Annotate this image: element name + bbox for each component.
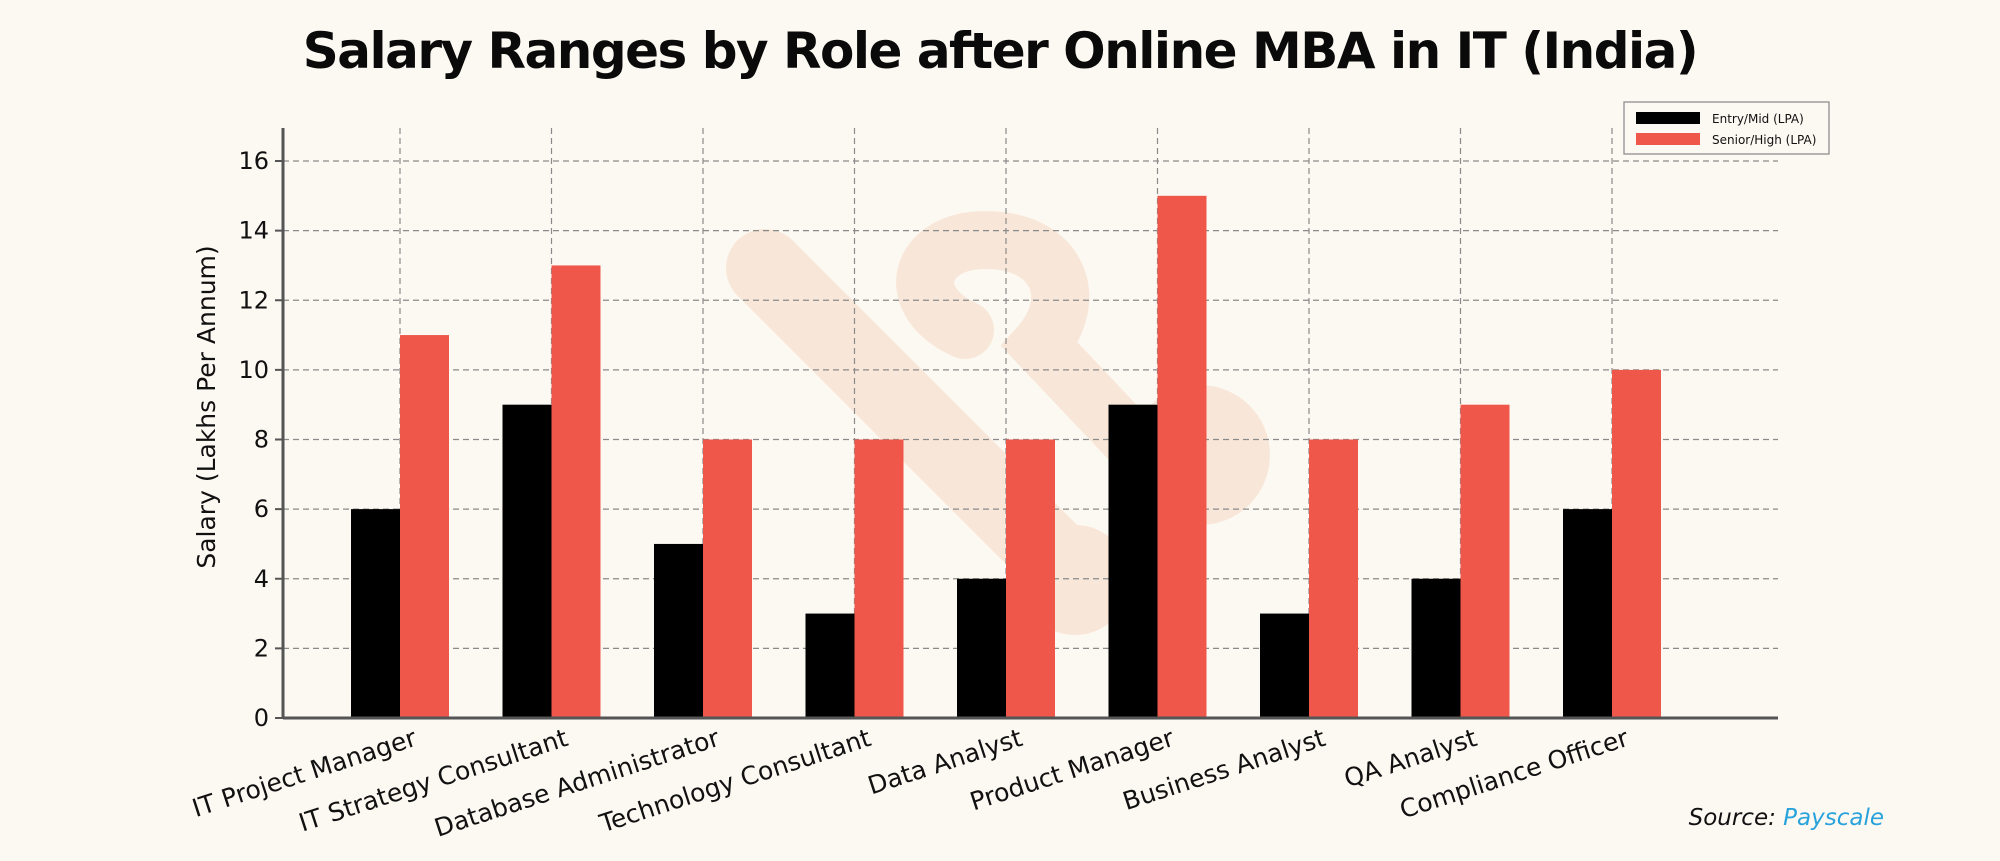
y-tick-label: 10 <box>238 356 269 384</box>
bar-senior-high <box>400 335 449 718</box>
y-tick-label: 2 <box>254 634 269 662</box>
y-tick-label: 8 <box>254 426 269 454</box>
source-link[interactable]: Payscale <box>1783 805 1884 831</box>
bar-senior-high <box>1157 195 1207 718</box>
bar-entry-mid <box>351 509 400 718</box>
bar-entry-mid <box>1260 613 1309 718</box>
bars <box>351 195 1661 718</box>
source-note: Source: Payscale <box>1689 805 1884 831</box>
x-category-label: Technology Consultant <box>595 723 874 838</box>
bar-entry-mid <box>1563 509 1612 718</box>
y-tick-label: 12 <box>238 286 269 314</box>
bar-entry-mid <box>502 404 552 718</box>
bar-senior-high <box>703 439 752 718</box>
bar-senior-high <box>1460 404 1510 718</box>
legend-label: Entry/Mid (LPA) <box>1712 112 1804 126</box>
axes <box>275 128 1778 720</box>
y-tick-label: 0 <box>254 704 269 732</box>
legend-swatch <box>1636 112 1700 124</box>
bar-entry-mid <box>1108 404 1158 718</box>
legend: Entry/Mid (LPA) Senior/High (LPA) <box>1623 101 1830 155</box>
bar-senior-high <box>1006 439 1055 718</box>
bar-senior-high <box>551 265 601 718</box>
bar-entry-mid <box>957 578 1006 718</box>
y-axis-title: Salary (Lakhs Per Annum) <box>192 245 221 568</box>
y-tick-label: 6 <box>254 495 269 523</box>
y-tick-label: 16 <box>238 147 269 175</box>
bar-entry-mid <box>805 613 855 718</box>
legend-box <box>1623 101 1830 155</box>
chart-title: Salary Ranges by Role after Online MBA i… <box>302 22 1699 80</box>
bar-senior-high <box>854 439 904 718</box>
legend-label: Senior/High (LPA) <box>1712 133 1816 147</box>
bar-senior-high <box>1612 369 1661 718</box>
y-tick-label: 4 <box>254 565 269 593</box>
bar-entry-mid <box>1411 578 1461 718</box>
bar-senior-high <box>1309 439 1358 718</box>
y-tick-label: 14 <box>238 217 269 245</box>
source-label: Source: <box>1688 805 1776 831</box>
legend-swatch <box>1636 133 1700 145</box>
bar-entry-mid <box>654 543 703 718</box>
